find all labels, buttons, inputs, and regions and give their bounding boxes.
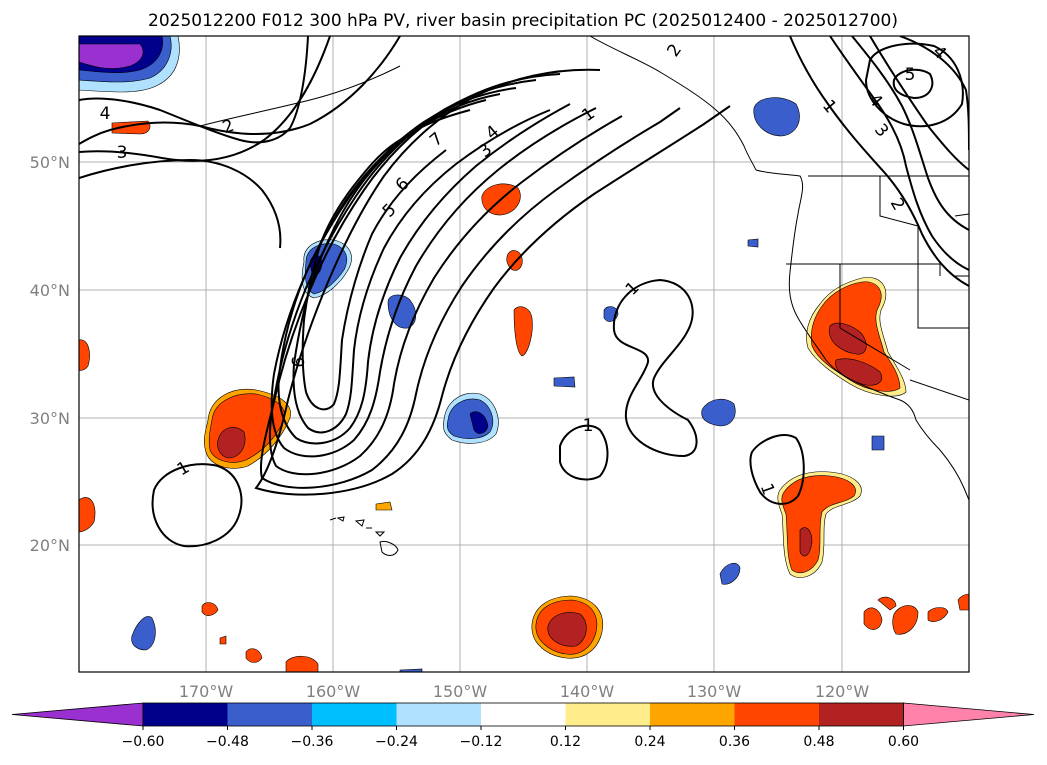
lat-label: 30°N — [30, 409, 70, 428]
colorbar: −0.60 −0.48 −0.36 −0.24 −0.12 0.12 0.24 0.36 0.4… — [11, 702, 1035, 750]
pv-contour-5-ne — [892, 68, 934, 100]
coastlines — [199, 36, 969, 501]
blob-subtropical-positive — [777, 471, 862, 578]
lon-label: 160°W — [306, 682, 361, 701]
pv-contour-3-west — [79, 36, 331, 162]
hawaii-islands — [329, 516, 399, 556]
blob-small-blue-175w-15n — [131, 616, 156, 651]
colorbar-tick-label: 0.48 — [803, 734, 834, 750]
colorbar-tick-label: −0.36 — [291, 734, 334, 750]
pv-contour-label: 1 — [583, 416, 594, 436]
pv-contour-3 — [268, 79, 623, 476]
colorbar-segment — [565, 703, 650, 726]
pv-contour-4 — [270, 87, 597, 458]
blob-blue-128w-55n — [753, 97, 800, 137]
figure-title: 2025012200 F012 300 hPa PV, river basin … — [148, 11, 898, 31]
pv-contour-3-ne — [851, 36, 969, 231]
colorbar-tick-label: −0.24 — [375, 734, 418, 750]
colorbar-tick-label: −0.12 — [460, 734, 503, 750]
blob-orange-east-3 — [892, 605, 919, 635]
lon-label: 140°W — [560, 682, 615, 701]
colorbar-tick-label: 0.60 — [888, 734, 919, 750]
colorbar-segment — [227, 703, 312, 726]
longitude-labels: 170°W 160°W 150°W 140°W 130°W 120°W — [179, 682, 870, 701]
colorbar-segment — [819, 703, 904, 726]
pv-contour-1-ne — [789, 36, 969, 287]
blob-tropical-positive — [531, 595, 604, 659]
pv-contour-2-ne — [829, 36, 969, 271]
pv-contour-1-loop-west — [151, 463, 243, 548]
pv-contour-2-west — [79, 36, 401, 145]
pv-contour-6 — [292, 99, 551, 434]
blob-small-blue-118w-29n — [871, 435, 885, 451]
blob-small-orange-3 — [285, 655, 319, 672]
map-frame — [78, 35, 970, 673]
pv-contour-1-loop-mid — [559, 424, 609, 481]
blob-small-blue-151w-10n — [399, 668, 423, 672]
pv-contour-1-loop-east — [612, 278, 698, 458]
blob-small-orange-4 — [375, 501, 393, 511]
lat-label: 50°N — [30, 153, 70, 172]
lon-label: 130°W — [687, 682, 742, 701]
latitude-labels: 50°N 40°N 30°N 20°N — [30, 153, 70, 555]
lat-label: 20°N — [30, 536, 70, 555]
lat-label: 40°N — [30, 281, 70, 300]
pv-contour-7 — [301, 109, 471, 411]
blob-orange-145w-43n — [506, 250, 523, 271]
pv-contour-2 — [259, 73, 681, 489]
pv-contour-4-west — [79, 36, 309, 144]
colorbar-extend-max — [903, 702, 1035, 727]
pv-contour-label: 6 — [288, 355, 310, 369]
pv-contour-4b-west — [79, 158, 282, 249]
blob-orange-east-5 — [957, 593, 969, 611]
pv-contour-label: 5 — [905, 65, 916, 85]
blob-blue-150w — [442, 392, 499, 444]
colorbar-segment — [143, 703, 228, 726]
lon-label: 170°W — [179, 682, 234, 701]
colorbar-tick-label: −0.60 — [122, 734, 165, 750]
colorbar-tick-label: 0.24 — [634, 734, 665, 750]
pv-contour-5-ne-outer — [864, 42, 964, 128]
colorbar-segment — [481, 703, 566, 726]
colorbar-tick-label: 0.12 — [550, 734, 581, 750]
colorbar-segment — [734, 703, 819, 726]
colorbar-tick-label: −0.48 — [206, 734, 249, 750]
lon-label: 150°W — [433, 682, 488, 701]
blob-orange-east-2 — [877, 596, 897, 611]
colorbar-outline — [142, 702, 904, 727]
pv-contour-label: 4 — [100, 104, 111, 124]
blob-small-blue-141w — [553, 376, 576, 388]
pv-contours — [79, 36, 969, 548]
pv-contour-label: 3 — [117, 143, 128, 163]
colorbar-segment — [312, 703, 397, 726]
pv-contour-1-loop-small — [749, 434, 805, 505]
colorbar-segment — [650, 703, 735, 726]
blob-orange-east-4 — [927, 607, 949, 622]
blob-blue-130w-31n — [701, 398, 736, 427]
colorbar-tick-label: 0.36 — [719, 734, 750, 750]
colorbar-segment — [396, 703, 481, 726]
blob-small-blue-129w-18n — [719, 562, 741, 585]
blob-small-orange-5 — [219, 635, 227, 645]
blob-left-edge-2 — [79, 497, 96, 533]
blob-central-pacific-positive — [204, 388, 291, 469]
blob-small-orange-2 — [245, 648, 263, 663]
blob-orange-east-1 — [863, 607, 883, 630]
blob-small-blue-130w-42n — [747, 238, 759, 248]
pv-contour-1-jet — [254, 68, 731, 496]
lon-label: 120°W — [815, 682, 870, 701]
blob-blue-155w — [387, 294, 417, 329]
blob-orange-144w-37n — [513, 306, 533, 357]
pv-contour-4-ne — [869, 36, 969, 171]
blob-northwest-negative — [79, 36, 180, 93]
blob-small-orange-1 — [201, 602, 219, 616]
colorbar-extend-min — [11, 702, 144, 727]
